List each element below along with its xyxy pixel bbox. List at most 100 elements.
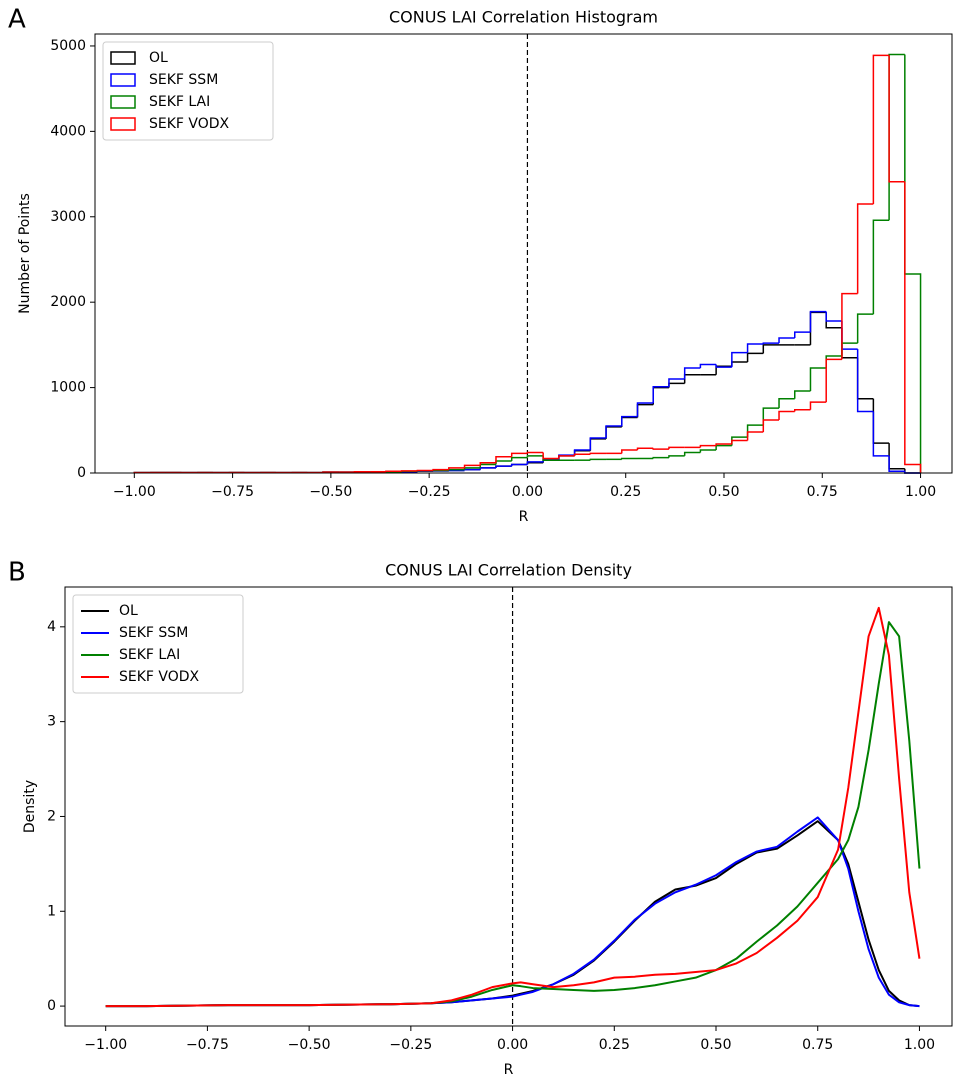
histogram-step (809, 367, 827, 392)
x-tick-label: 1.00 (905, 484, 936, 500)
histogram-step (904, 54, 922, 473)
x-tick-label: −0.50 (288, 1037, 331, 1053)
x-tick-label: 0.25 (599, 1037, 630, 1053)
x-tick-label: 0.00 (512, 484, 543, 500)
y-tick-label: 2 (47, 808, 56, 824)
histogram-step (463, 464, 481, 468)
histogram-step (715, 444, 732, 450)
histogram-step (888, 443, 905, 470)
histogram-step (683, 367, 701, 380)
x-tick-label: −0.25 (389, 1037, 432, 1053)
legend-label: SEKF LAI (149, 94, 210, 110)
histogram-step (904, 181, 922, 473)
y-tick-label: 2000 (50, 294, 86, 310)
histogram-step (872, 398, 890, 444)
histogram-step (495, 465, 512, 468)
x-tick-label: 0.75 (802, 1037, 833, 1053)
y-tick-label: 5000 (50, 38, 86, 54)
x-tick-label: 0.00 (497, 1037, 528, 1053)
histogram-step (589, 458, 607, 461)
histogram-step (825, 311, 842, 322)
density-line (105, 606, 921, 1008)
x-tick-label: 0.75 (807, 484, 838, 500)
histogram-step (872, 411, 890, 457)
histogram-step (778, 410, 795, 421)
histogram-step (573, 450, 591, 456)
histogram-step (621, 449, 638, 454)
histogram-step (432, 468, 449, 471)
histogram-step (683, 451, 701, 456)
histogram-step (652, 385, 669, 403)
histogram-step (668, 446, 685, 450)
legend-label: SEKF SSM (149, 72, 218, 88)
histogram-step (794, 390, 811, 399)
histogram-step (683, 374, 701, 384)
y-axis-label: Density (22, 780, 38, 833)
x-tick-label: 0.50 (700, 1037, 731, 1053)
histogram-step (715, 364, 732, 368)
histogram-step (636, 403, 654, 418)
legend-label: OL (149, 50, 168, 66)
histogram-step (841, 292, 858, 360)
histogram-step (589, 438, 607, 451)
x-tick-label: −0.75 (211, 484, 254, 500)
histogram-step (510, 463, 528, 467)
histogram-step (731, 351, 748, 368)
y-tick-label: 1000 (50, 380, 86, 396)
histogram-step (778, 397, 795, 409)
histogram-step (636, 402, 654, 417)
legend-frame (102, 41, 274, 141)
histogram-step (542, 452, 559, 460)
histogram-step (495, 460, 512, 465)
histogram-step (495, 456, 512, 463)
y-tick-label: 3000 (50, 209, 86, 225)
histogram-step (526, 451, 544, 454)
histogram-step (715, 443, 732, 446)
panel-label: A (8, 5, 26, 35)
y-tick-label: 3 (47, 714, 56, 730)
legend-label: SEKF SSM (119, 625, 188, 641)
x-tick-label: 0.50 (708, 484, 739, 500)
histogram-step (794, 409, 811, 412)
histogram-step (841, 320, 858, 350)
panel: A CONUS LAI Correlation Histogram R Number … (8, 5, 953, 525)
legend-swatch (110, 51, 136, 65)
y-tick-label: 0 (77, 465, 86, 481)
histogram-step (762, 419, 780, 433)
x-tick-label: −1.00 (84, 1037, 127, 1053)
histogram-step (510, 456, 528, 462)
x-tick-label: 0.25 (610, 484, 641, 500)
histogram-step (668, 455, 685, 458)
histogram-step (699, 444, 717, 448)
histogram-step (652, 386, 669, 405)
x-tick-label: −0.25 (408, 484, 451, 500)
plot-frame (94, 33, 953, 474)
histogram-step (731, 439, 748, 444)
histogram-step (888, 455, 905, 473)
panel: B CONUS LAI Correlation Density R Density −1… (8, 558, 953, 1077)
density-line (105, 820, 920, 1008)
histogram-step (856, 357, 874, 400)
histogram-step (856, 349, 874, 413)
histogram-step (510, 452, 528, 457)
histogram-step (699, 449, 717, 453)
histogram-step (856, 313, 874, 344)
histogram-step (762, 342, 780, 345)
x-axis-label: R (504, 1062, 514, 1077)
histogram-step (778, 337, 795, 344)
legend-label: SEKF LAI (119, 647, 180, 663)
x-tick-label: −0.75 (186, 1037, 229, 1053)
y-tick-label: 1 (47, 903, 56, 919)
y-tick-label: 0 (47, 998, 56, 1014)
histogram-step (605, 426, 622, 439)
y-tick-label: 4000 (50, 123, 86, 139)
histogram-step (856, 203, 874, 294)
histogram-step (526, 455, 544, 458)
histogram-step (589, 437, 607, 450)
histogram-step (872, 219, 890, 315)
plot-frame (64, 586, 953, 1027)
histogram-step (809, 311, 827, 345)
y-axis-label: Number of Points (17, 193, 33, 314)
histogram-step (888, 55, 905, 183)
histogram-step (794, 331, 811, 339)
